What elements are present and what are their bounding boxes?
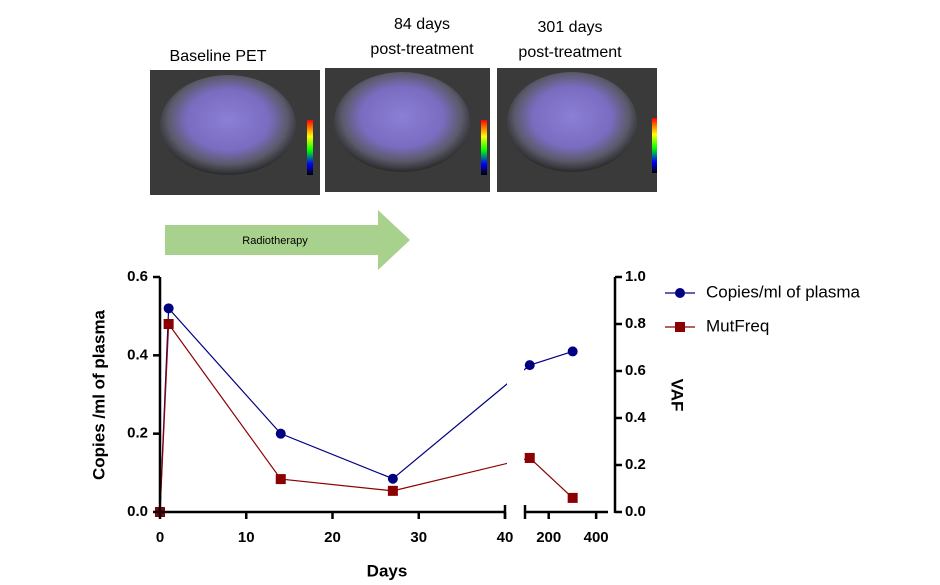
y2-tick-label: 1.0 (625, 268, 646, 285)
x-tick-label: 200 (536, 529, 561, 546)
x-axis-label: Days (367, 561, 408, 580)
marker (163, 319, 174, 329)
x-tick-label: 0 (156, 529, 164, 546)
y-tick-label: 0.2 (127, 425, 148, 442)
color-scale (652, 118, 657, 173)
color-scale (481, 120, 487, 175)
marker (387, 473, 398, 484)
y2-tick-label: 0.2 (625, 456, 646, 473)
y2-axis-label: VAF (668, 379, 687, 412)
legend-marker (675, 322, 685, 332)
radiotherapy-arrow (165, 210, 410, 270)
x-tick-label: 40 (497, 529, 514, 546)
legend-marker (675, 288, 685, 298)
y-tick-label: 0.0 (127, 503, 148, 520)
y2-tick-label: 0.8 (625, 315, 646, 332)
y2-tick-label: 0.6 (625, 362, 646, 379)
image-label: post-treatment (370, 41, 474, 58)
marker (163, 303, 174, 314)
x-tick-label: 20 (324, 529, 341, 546)
y2-tick-label: 0.0 (625, 503, 646, 520)
marker (275, 474, 286, 485)
axis-break (507, 272, 524, 510)
color-scale (307, 120, 313, 175)
annotation: Radiotherapy (242, 235, 308, 247)
image-label: Baseline PET (170, 48, 267, 65)
pet-body (334, 72, 470, 172)
marker (524, 452, 535, 463)
pet-images (150, 68, 657, 195)
legend-label: Copies/ml of plasma (706, 282, 861, 301)
pet-body (160, 75, 296, 175)
pet-body (507, 72, 637, 172)
legend-label: MutFreq (706, 316, 769, 335)
marker (387, 485, 398, 496)
image-label: post-treatment (518, 44, 622, 61)
x-tick-label: 10 (238, 529, 255, 546)
marker (567, 346, 578, 357)
y-tick-label: 0.6 (127, 268, 148, 285)
marker (524, 360, 535, 371)
image-label: 84 days (394, 16, 450, 33)
x-tick-label: 400 (584, 529, 609, 546)
x-tick-label: 30 (410, 529, 427, 546)
y2-tick-label: 0.4 (625, 409, 647, 426)
marker (567, 492, 578, 503)
marker (275, 428, 286, 439)
image-label: 301 days (538, 19, 603, 36)
y-tick-label: 0.4 (127, 346, 149, 363)
y-axis-label: Copies /ml of plasma (89, 309, 108, 480)
series-line (159, 322, 574, 513)
